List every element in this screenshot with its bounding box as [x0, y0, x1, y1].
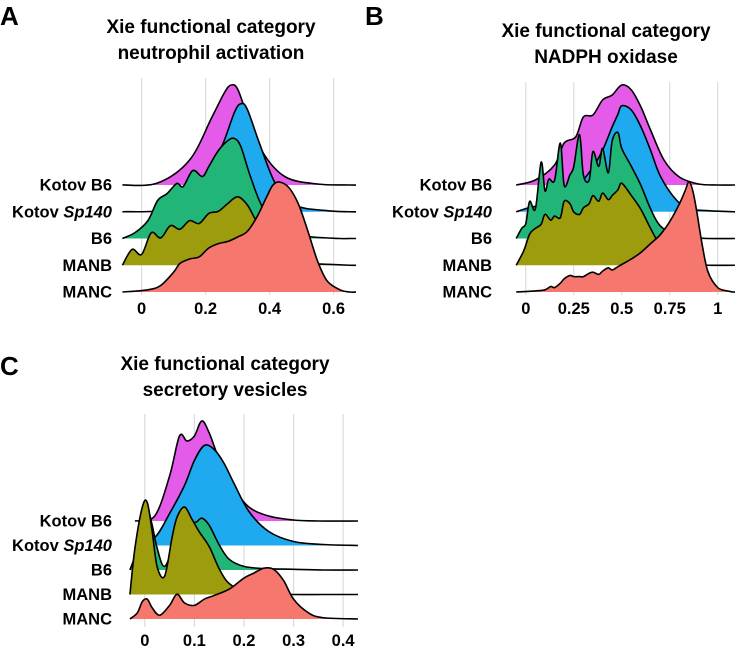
- ridge-outline-kotov-b6: [122, 83, 357, 187]
- ridge-outline-manb: [515, 182, 735, 267]
- chart-title-line2: neutrophil activation: [118, 43, 305, 64]
- chart-title-line2: NADPH oxidase: [534, 47, 678, 68]
- y-label-manb: MANB: [63, 257, 113, 275]
- ridge-fill-kotov-b6: [134, 420, 358, 522]
- panel-letter: B: [365, 1, 384, 31]
- x-tick-label: 0.75: [654, 300, 686, 318]
- ridge-fill-manc: [516, 182, 735, 293]
- y-label-kotov-sp140: Kotov Sp140: [12, 203, 113, 221]
- y-label-kotov-sp140: Kotov Sp140: [12, 537, 113, 555]
- ridge-outline-kotov-sp140: [134, 444, 359, 547]
- x-tick-label: 0: [140, 632, 149, 650]
- panel-letter: A: [0, 1, 19, 31]
- ridge-outline-kotov-b6: [515, 84, 735, 186]
- chart-title-line1: Xie functional category: [501, 21, 710, 42]
- ridge-fill-manb: [516, 183, 735, 266]
- x-tick-label: 0.2: [194, 300, 217, 318]
- y-label-kotov-b6: Kotov B6: [420, 177, 492, 195]
- x-tick-label: 0.4: [332, 632, 356, 650]
- x-tick-label: 0.2: [232, 632, 255, 650]
- ridge-outline-b6: [515, 131, 735, 240]
- y-label-kotov-sp140: Kotov Sp140: [392, 203, 493, 221]
- ridge-outline-manc: [516, 181, 735, 293]
- panel-c: C Xie functional category secretory vesicl…: [0, 351, 359, 650]
- ridge-outline-kotov-b6: [134, 420, 359, 522]
- x-tick-label: 1: [713, 300, 722, 318]
- ridge-fill-manb: [122, 196, 357, 266]
- x-tick-label: 0: [521, 300, 530, 318]
- x-tick-label: 0.6: [322, 300, 345, 318]
- ridge-outline-manc: [129, 566, 359, 620]
- y-label-manb: MANB: [443, 257, 493, 275]
- x-tick-label: 0: [137, 300, 146, 318]
- y-label-manb: MANB: [63, 586, 113, 604]
- y-label-kotov-b6: Kotov B6: [40, 513, 112, 531]
- panel-letter: C: [0, 351, 19, 381]
- x-tick-label: 0.4: [258, 300, 282, 318]
- y-label-b6: B6: [471, 230, 492, 248]
- y-label-b6: B6: [91, 230, 112, 248]
- x-tick-label: 0.5: [610, 300, 633, 318]
- ridge-outline-manc: [122, 181, 357, 293]
- y-label-b6: B6: [91, 562, 112, 580]
- y-label-kotov-b6: Kotov B6: [40, 177, 112, 195]
- ridge-fill-manc: [129, 567, 358, 619]
- ridge-fill-b6: [122, 138, 357, 239]
- chart-title-line2: secretory vesicles: [143, 380, 308, 401]
- ridge-fill-manb: [129, 500, 358, 595]
- chart-title-line1: Xie functional category: [106, 17, 315, 38]
- panel-a: A Xie functional category neutrophil activ…: [0, 1, 357, 318]
- x-tick-label: 0.25: [558, 300, 590, 318]
- y-label-manc: MANC: [63, 284, 113, 302]
- y-label-manc: MANC: [63, 611, 113, 629]
- panel-b: B Xie functional category NADPH oxidase Kot…: [365, 1, 735, 318]
- x-tick-label: 0.3: [282, 632, 305, 650]
- chart-title-line1: Xie functional category: [120, 354, 329, 375]
- x-tick-label: 0.1: [183, 632, 206, 650]
- y-label-manc: MANC: [443, 284, 493, 302]
